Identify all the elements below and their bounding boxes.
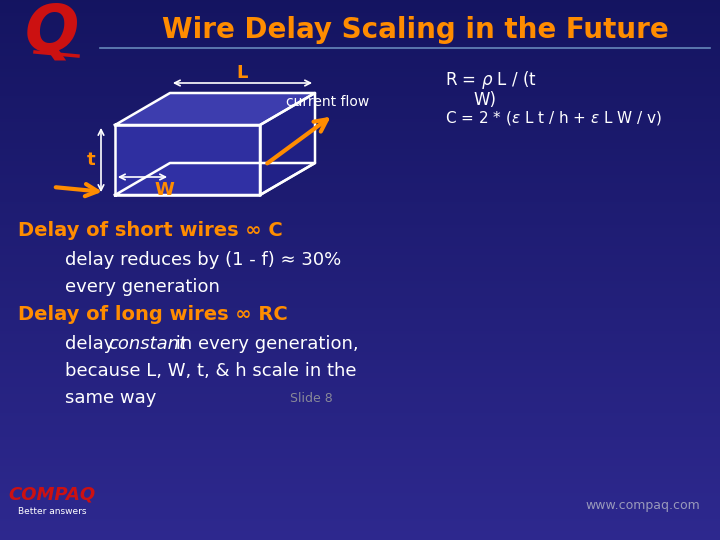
Text: constant: constant <box>108 335 186 353</box>
Text: L: L <box>237 64 248 82</box>
Text: COMPAQ: COMPAQ <box>9 486 96 504</box>
Text: Q: Q <box>25 1 79 63</box>
Text: Wire Delay Scaling in the Future: Wire Delay Scaling in the Future <box>161 16 668 44</box>
Text: www.compaq.com: www.compaq.com <box>585 498 700 511</box>
Polygon shape <box>260 93 315 195</box>
Text: delay reduces by (1 - f) ≈ 30%: delay reduces by (1 - f) ≈ 30% <box>65 251 341 269</box>
Text: current flow: current flow <box>287 95 369 109</box>
Text: delay: delay <box>65 335 120 353</box>
Text: Delay of long wires ∞ RC: Delay of long wires ∞ RC <box>18 306 288 325</box>
Text: R = $\rho$ L / (t: R = $\rho$ L / (t <box>445 69 537 91</box>
Text: W): W) <box>473 91 496 109</box>
Text: in every generation,: in every generation, <box>170 335 359 353</box>
Text: Delay of short wires ∞ C: Delay of short wires ∞ C <box>18 220 283 240</box>
Polygon shape <box>115 163 315 195</box>
Text: Slide 8: Slide 8 <box>290 392 333 404</box>
Text: because L, W, t, & h scale in the: because L, W, t, & h scale in the <box>65 362 356 380</box>
Text: C = 2 * ($\varepsilon$ L t / h + $\varepsilon$ L W / v): C = 2 * ($\varepsilon$ L t / h + $\varep… <box>445 109 662 127</box>
Polygon shape <box>115 93 315 125</box>
Text: Better answers: Better answers <box>18 508 86 516</box>
Polygon shape <box>115 125 260 195</box>
Text: W: W <box>154 181 174 199</box>
Text: same way: same way <box>65 389 156 407</box>
Text: t: t <box>86 151 95 169</box>
Text: every generation: every generation <box>65 278 220 296</box>
